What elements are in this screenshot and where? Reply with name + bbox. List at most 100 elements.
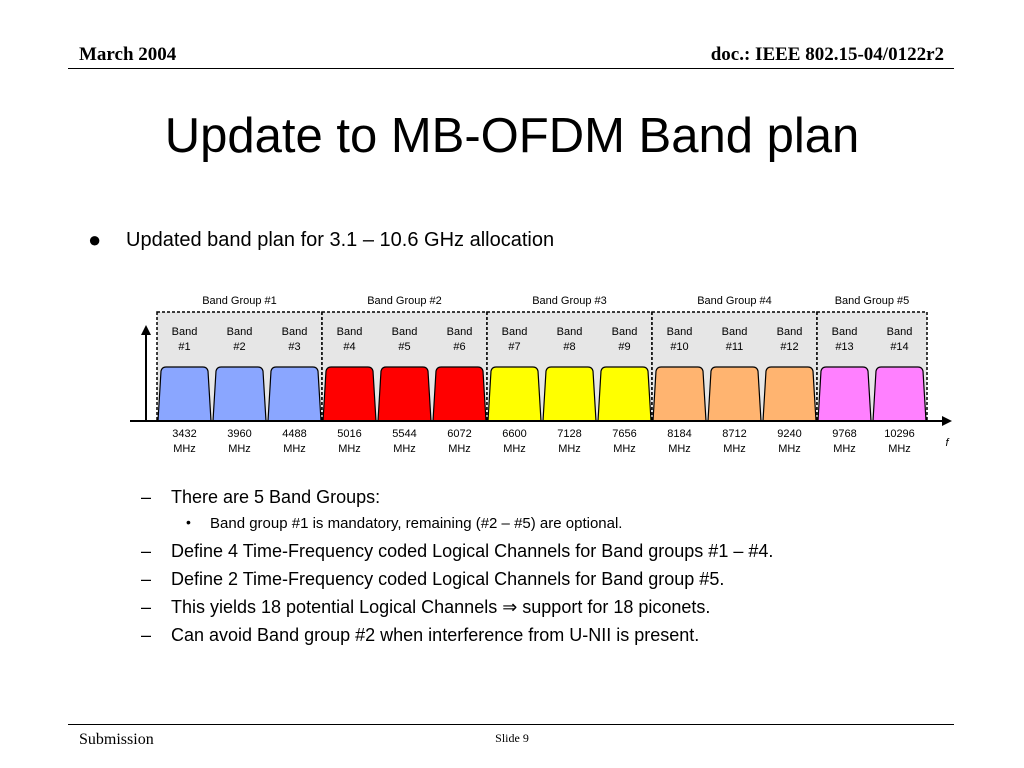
- band-shape: [872, 366, 927, 422]
- dash-bullet-icon: –: [141, 569, 152, 589]
- band-label: Band: [172, 326, 198, 338]
- band-frequency: 8184: [667, 428, 691, 440]
- dash-bullet-icon: –: [141, 625, 152, 645]
- band-label: Band: [722, 326, 748, 338]
- sub-bullet-text: This yields 18 potential Logical Channel…: [171, 597, 711, 617]
- header-date: March 2004: [79, 44, 177, 65]
- band-number: #9: [618, 341, 630, 353]
- band-frequency-unit: MHz: [778, 443, 801, 455]
- band-shape: [707, 366, 762, 422]
- band-frequency: 7656: [612, 428, 636, 440]
- band-number: #4: [343, 341, 355, 353]
- band-frequency: 9768: [832, 428, 856, 440]
- dash-bullet-icon: –: [141, 487, 152, 507]
- band-frequency: 3432: [172, 428, 196, 440]
- slide-title: Update to MB-OFDM Band plan: [164, 109, 860, 163]
- frequency-axis-label: f: [945, 437, 949, 449]
- band-frequency: 8712: [722, 428, 746, 440]
- band-number: #5: [398, 341, 410, 353]
- band-number: #12: [780, 341, 798, 353]
- band-shape: [157, 366, 212, 422]
- band-label: Band: [282, 326, 308, 338]
- band-shape: [762, 366, 817, 422]
- bullet-dot-icon: ●: [88, 227, 102, 252]
- band-number: #13: [835, 341, 853, 353]
- sub-bullet-text: Band group #1 is mandatory, remaining (#…: [210, 515, 623, 532]
- band-label: Band: [447, 326, 473, 338]
- band-shape: [487, 366, 542, 422]
- band-number: #3: [288, 341, 300, 353]
- footer-rule: [68, 724, 954, 725]
- band-shape: [652, 366, 707, 422]
- band-number: #11: [726, 341, 744, 353]
- band-plan-diagram: Band Group #1 Band Group #2 Band Group #3 B…: [130, 295, 952, 455]
- dash-bullet-icon: –: [141, 597, 152, 617]
- band-group-label: Band Group #4: [697, 295, 772, 307]
- sub-bullet-text: Define 2 Time-Frequency coded Logical Ch…: [171, 569, 725, 589]
- band-label: Band: [667, 326, 693, 338]
- band-label: Band: [887, 326, 913, 338]
- band-label: Band: [777, 326, 803, 338]
- band-frequency: 5016: [337, 428, 361, 440]
- dot-bullet-icon: •: [186, 514, 191, 530]
- sub-bullet-text: There are 5 Band Groups:: [171, 487, 381, 507]
- band-frequency: 3960: [227, 428, 251, 440]
- footer-slide-number: Slide 9: [495, 731, 529, 745]
- band-label: Band: [392, 326, 418, 338]
- band-frequency: 10296: [884, 428, 915, 440]
- band-number: #7: [508, 341, 520, 353]
- dash-bullet-icon: –: [141, 541, 152, 561]
- band-number: #8: [563, 341, 575, 353]
- band-shape: [322, 366, 377, 422]
- band-frequency-unit: MHz: [668, 443, 691, 455]
- band-frequency-unit: MHz: [393, 443, 416, 455]
- main-bullet-text: Updated band plan for 3.1 – 10.6 GHz all…: [126, 229, 555, 251]
- band-number: #10: [670, 341, 688, 353]
- band-frequency-unit: MHz: [503, 443, 526, 455]
- header-rule: [68, 68, 954, 69]
- band-shape: [817, 366, 872, 422]
- band-frequency-unit: MHz: [338, 443, 361, 455]
- y-axis-arrow-icon: [141, 325, 151, 335]
- x-axis-arrow-icon: [942, 416, 952, 426]
- band-frequency: 6072: [447, 428, 471, 440]
- band-label: Band: [502, 326, 528, 338]
- band-label: Band: [612, 326, 638, 338]
- band-shape: [542, 366, 597, 422]
- band-shape: [212, 366, 267, 422]
- band-group-label: Band Group #3: [532, 295, 607, 307]
- band-label: Band: [227, 326, 253, 338]
- band-shape: [377, 366, 432, 422]
- band-frequency-unit: MHz: [833, 443, 856, 455]
- band-number: #2: [233, 341, 245, 353]
- sub-bullet-text: Can avoid Band group #2 when interferenc…: [171, 625, 700, 645]
- band-label: Band: [832, 326, 858, 338]
- band-shape: [597, 366, 652, 422]
- band-frequency: 7128: [557, 428, 581, 440]
- band-frequency: 9240: [777, 428, 801, 440]
- band-frequency-unit: MHz: [283, 443, 306, 455]
- band-number: #14: [890, 341, 908, 353]
- band-frequency: 4488: [282, 428, 306, 440]
- band-label: Band: [337, 326, 363, 338]
- band-frequency: 5544: [392, 428, 416, 440]
- sub-bullet-text: Define 4 Time-Frequency coded Logical Ch…: [171, 541, 774, 561]
- band-number: #1: [178, 341, 190, 353]
- band-shape: [432, 366, 487, 422]
- band-frequency-unit: MHz: [613, 443, 636, 455]
- band-frequency-unit: MHz: [888, 443, 911, 455]
- header-doc-id: doc.: IEEE 802.15-04/0122r2: [710, 44, 944, 65]
- band-shape: [267, 366, 322, 422]
- band-number: #6: [453, 341, 465, 353]
- band-frequency-unit: MHz: [228, 443, 251, 455]
- band-label: Band: [557, 326, 583, 338]
- band-frequency-unit: MHz: [448, 443, 471, 455]
- band-group-label: Band Group #2: [367, 295, 442, 307]
- band-frequency: 6600: [502, 428, 526, 440]
- band-frequency-unit: MHz: [558, 443, 581, 455]
- band-frequency-unit: MHz: [723, 443, 746, 455]
- footer-submission: Submission: [79, 731, 154, 748]
- band-group-label: Band Group #5: [835, 295, 910, 307]
- band-frequency-unit: MHz: [173, 443, 196, 455]
- band-group-label: Band Group #1: [202, 295, 277, 307]
